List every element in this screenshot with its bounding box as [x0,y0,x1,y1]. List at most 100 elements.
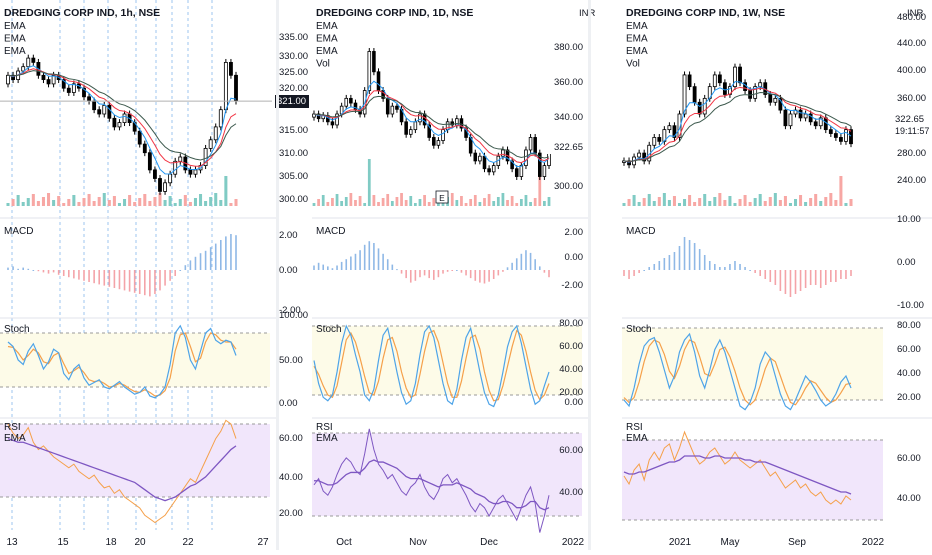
stoch-tick: 60.00 [559,341,583,352]
price-tick: 300.00 [279,194,308,205]
volume-bar [743,195,747,206]
panel-separator[interactable] [588,0,591,550]
candle [66,87,71,93]
macd-histogram-bar [724,267,726,270]
ema-short-line [623,81,852,163]
candle [51,74,56,85]
candle [395,105,399,110]
candle [538,152,542,177]
macd-tick: 2.00 [565,227,584,238]
macd-histogram-bar [336,265,338,270]
price-tick: 340.00 [554,112,583,123]
macd-histogram-bar [525,250,527,270]
candle [682,74,687,115]
price-tick: 240.00 [897,175,926,186]
macd-histogram-bar [98,270,100,285]
volume-bar [455,200,459,206]
candle [26,57,31,68]
candle [112,117,117,128]
volume-bar [427,202,431,206]
volume-bar [809,198,813,206]
price-tick: 400.00 [897,65,926,76]
volume-bar [354,200,357,206]
macd-histogram-bar [623,270,625,276]
rsi-ema-line [314,459,550,511]
volume-bar [708,201,712,206]
candle [372,51,376,73]
macd-histogram-bar [154,270,156,294]
legend-label: EMA [626,34,648,45]
rsi-tick: 60.00 [559,445,583,456]
volume-bar [778,200,782,206]
volume-bar [423,195,426,206]
chart-panel-1w: DREDGING CORP IND, 1W, NSEEMAEMAEMAVolMA… [622,7,932,548]
macd-histogram-bar [437,270,440,278]
volume-bar [386,194,390,206]
volume-bar [377,202,380,206]
macd-histogram-bar [714,264,716,270]
macd-histogram-bar [189,260,192,270]
macd-histogram-bar [169,270,171,281]
earnings-marker [435,190,449,204]
macd-histogram-bar [400,270,403,274]
candle [487,168,491,173]
stoch-label: Stoch [4,324,30,335]
volume-bar [16,195,20,206]
candle [672,125,677,138]
volume-bar [214,193,218,206]
macd-histogram-bar [774,270,777,285]
candle [501,149,505,157]
volume-bar [733,203,737,206]
rsi-label: RSI [626,422,643,433]
macd-histogram-bar [327,266,329,270]
macd-histogram-bar [515,258,518,270]
macd-histogram-bar [830,270,832,282]
volume-bar [804,202,808,206]
candle [61,79,66,89]
candle [6,74,10,85]
macd-histogram-bar [174,270,176,276]
candle [657,137,662,142]
macd-histogram-bar [658,261,661,270]
volume-bar [460,196,463,206]
volume-bar [82,198,86,206]
legend-label: Vol [316,59,330,70]
chart-title: DREDGING CORP IND, 1h, NSE [4,7,160,19]
macd-histogram-bar [703,255,706,270]
macd-histogram-bar [350,256,352,270]
macd-histogram-bar [62,270,65,276]
volume-bar [168,196,172,206]
macd-tick: 0.00 [565,252,584,263]
macd-histogram-bar [460,270,463,273]
candle [71,83,76,93]
volume-bar [229,203,233,206]
panel-separator[interactable] [276,0,279,550]
candle [833,133,838,138]
volume-bar [57,196,61,206]
chart-panel-1h: DREDGING CORP IND, 1h, NSEEMAEMAEMAMACDS… [0,0,309,548]
volume-bar [404,200,408,206]
volume-bar [637,202,641,206]
volume-bar [87,194,91,206]
macd-histogram-bar [668,255,671,270]
candle [717,74,722,84]
candle [122,113,127,123]
macd-histogram-bar [359,250,361,270]
legend-label: EMA [4,21,26,32]
volume-bar [199,194,203,206]
volume-bar [723,200,727,206]
macd-histogram-bar [729,264,731,270]
candle [376,71,381,91]
price-tick: 305.00 [279,171,308,182]
macd-histogram-bar [824,270,827,285]
candle [510,160,514,170]
time-tick: 13 [6,537,18,548]
candle [652,137,657,146]
price-tick: 360.00 [554,77,583,88]
stoch-tick: 0.00 [565,397,584,408]
volume-bar [839,176,843,206]
volume-bar [824,197,828,206]
volume-bar [793,199,798,206]
candle [808,113,813,123]
stoch-band [622,328,883,400]
